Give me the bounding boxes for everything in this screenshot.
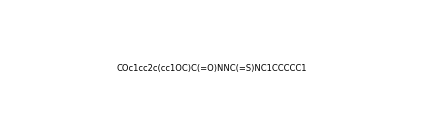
Text: COc1cc2c(cc1OC)C(=O)NNC(=S)NC1CCCCC1: COc1cc2c(cc1OC)C(=O)NNC(=S)NC1CCCCC1 bbox=[116, 64, 307, 74]
